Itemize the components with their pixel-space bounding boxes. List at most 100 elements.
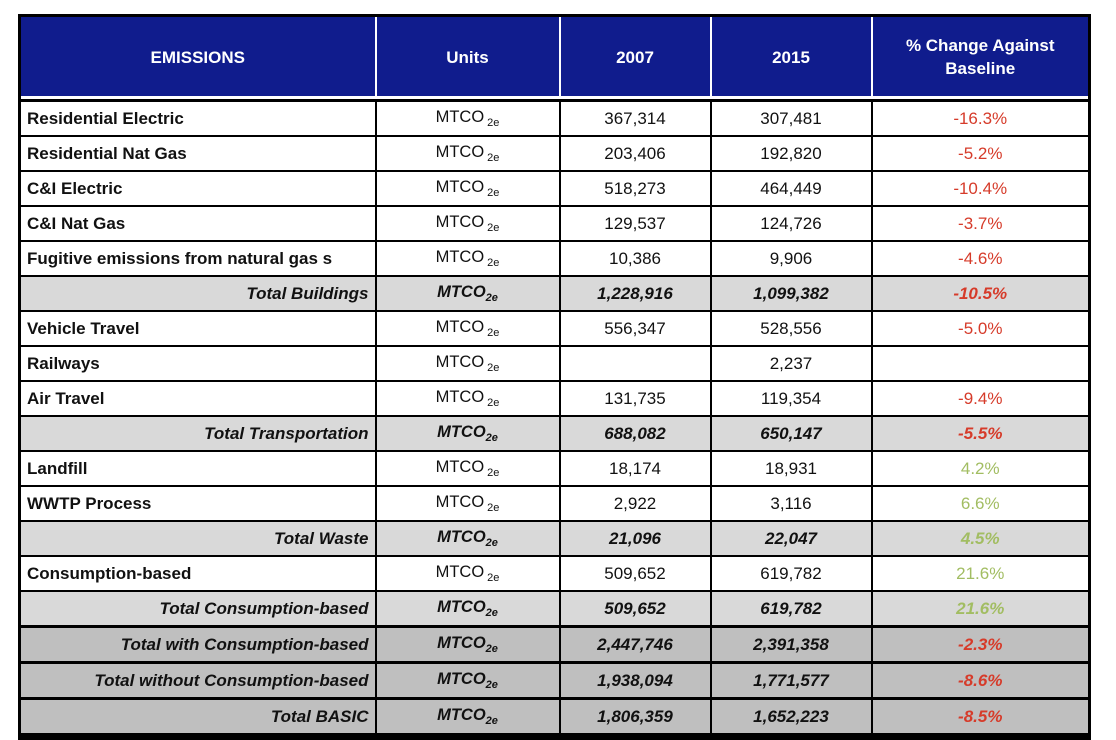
- units-cell: MTCO2e: [374, 520, 561, 557]
- pct-change-cell: 21.6%: [870, 555, 1091, 592]
- row-label: Total Consumption-based: [18, 590, 377, 628]
- units-subscript: 2e: [485, 643, 498, 655]
- pct-change-cell: -5.5%: [870, 415, 1091, 452]
- value-2007-cell: 203,406: [558, 135, 712, 172]
- table-row: Residential Electric MTCO 2e 367,314 307,481…: [18, 99, 1091, 137]
- units-base: MTCO: [435, 318, 485, 336]
- table-row: Total Transportation MTCO2e 688,082 650,147…: [18, 415, 1091, 452]
- row-label: Total Waste: [18, 520, 377, 557]
- pct-change-cell: -5.0%: [870, 310, 1091, 347]
- table-row: Vehicle Travel MTCO 2e 556,347 528,556 -5.0%: [18, 310, 1091, 347]
- table-row: C&I Electric MTCO 2e 518,273 464,449 -10.4%: [18, 170, 1091, 207]
- col-header-pct-change: % Change Against Baseline: [870, 15, 1091, 102]
- value-2015-cell: 528,556: [709, 310, 873, 347]
- row-label: C&I Nat Gas: [18, 205, 377, 242]
- pct-change-cell: -3.7%: [870, 205, 1091, 242]
- units-base: MTCO: [437, 670, 486, 688]
- pct-change-cell: [870, 345, 1091, 382]
- value-2007-cell: 509,652: [558, 555, 712, 592]
- units-subscript: 2e: [487, 327, 500, 339]
- value-2015-cell: 1,771,577: [709, 661, 873, 700]
- value-2015-cell: 124,726: [709, 205, 873, 242]
- units-base: MTCO: [435, 248, 485, 266]
- value-2007-cell: 131,735: [558, 380, 712, 417]
- value-2007-cell: 2,922: [558, 485, 712, 522]
- row-label: Total Buildings: [18, 275, 377, 312]
- table-row: Railways MTCO 2e 2,237: [18, 345, 1091, 382]
- row-label: Fugitive emissions from natural gas s: [18, 240, 377, 277]
- units-subscript: 2e: [487, 467, 500, 479]
- value-2007-cell: 509,652: [558, 590, 712, 628]
- units-subscript: 2e: [487, 397, 500, 409]
- row-label: Consumption-based: [18, 555, 377, 592]
- row-label: WWTP Process: [18, 485, 377, 522]
- units-subscript: 2e: [487, 152, 500, 164]
- pct-change-cell: -10.4%: [870, 170, 1091, 207]
- units-subscript: 2e: [487, 257, 500, 269]
- row-label: Landfill: [18, 450, 377, 487]
- value-2007-cell: 21,096: [558, 520, 712, 557]
- pct-change-cell: -16.3%: [870, 99, 1091, 137]
- table-body: Residential Electric MTCO 2e 367,314 307,481…: [18, 99, 1091, 738]
- row-label: Residential Electric: [18, 99, 377, 137]
- units-subscript: 2e: [485, 607, 498, 619]
- units-base: MTCO: [435, 353, 485, 371]
- value-2007-cell: 688,082: [558, 415, 712, 452]
- value-2007-cell: 1,228,916: [558, 275, 712, 312]
- row-label: C&I Electric: [18, 170, 377, 207]
- value-2015-cell: 2,237: [709, 345, 873, 382]
- table-row: Air Travel MTCO 2e 131,735 119,354 -9.4%: [18, 380, 1091, 417]
- value-2015-cell: 22,047: [709, 520, 873, 557]
- pct-change-cell: -8.6%: [870, 661, 1091, 700]
- value-2015-cell: 619,782: [709, 555, 873, 592]
- units-cell: MTCO2e: [374, 275, 561, 312]
- units-subscript: 2e: [485, 679, 498, 691]
- pct-change-cell: 6.6%: [870, 485, 1091, 522]
- row-label: Railways: [18, 345, 377, 382]
- table-row: Total without Consumption-based MTCO2e 1,9…: [18, 661, 1091, 700]
- col-header-2015: 2015: [709, 15, 873, 102]
- value-2007-cell: 1,938,094: [558, 661, 712, 700]
- value-2007-cell: 556,347: [558, 310, 712, 347]
- table-row: C&I Nat Gas MTCO 2e 129,537 124,726 -3.7%: [18, 205, 1091, 242]
- units-base: MTCO: [437, 528, 486, 546]
- value-2007-cell: 18,174: [558, 450, 712, 487]
- units-base: MTCO: [437, 598, 486, 616]
- col-header-emissions: EMISSIONS: [18, 15, 377, 102]
- value-2015-cell: 1,099,382: [709, 275, 873, 312]
- value-2007-cell: 518,273: [558, 170, 712, 207]
- value-2007-cell: 129,537: [558, 205, 712, 242]
- table-row: Total Consumption-based MTCO2e 509,652 619,…: [18, 590, 1091, 628]
- units-subscript: 2e: [487, 502, 500, 514]
- units-subscript: 2e: [485, 432, 498, 444]
- value-2007-cell: 367,314: [558, 99, 712, 137]
- units-subscript: 2e: [487, 187, 500, 199]
- units-cell: MTCO2e: [374, 590, 561, 628]
- value-2015-cell: 119,354: [709, 380, 873, 417]
- header-row: EMISSIONS Units 2007 2015 % Change Again…: [18, 15, 1091, 102]
- row-label: Residential Nat Gas: [18, 135, 377, 172]
- value-2007-cell: 10,386: [558, 240, 712, 277]
- value-2015-cell: 2,391,358: [709, 625, 873, 664]
- value-2015-cell: 9,906: [709, 240, 873, 277]
- pct-change-cell: 21.6%: [870, 590, 1091, 628]
- units-base: MTCO: [435, 563, 485, 581]
- table-row: Landfill MTCO 2e 18,174 18,931 4.2%: [18, 450, 1091, 487]
- value-2007-cell: 2,447,746: [558, 625, 712, 664]
- units-cell: MTCO2e: [374, 415, 561, 452]
- units-base: MTCO: [435, 458, 485, 476]
- units-base: MTCO: [435, 388, 485, 406]
- table-row: Fugitive emissions from natural gas s MTC…: [18, 240, 1091, 277]
- units-base: MTCO: [435, 213, 485, 231]
- value-2015-cell: 307,481: [709, 99, 873, 137]
- table-row: Residential Nat Gas MTCO 2e 203,406 192,820-…: [18, 135, 1091, 172]
- pct-change-cell: -4.6%: [870, 240, 1091, 277]
